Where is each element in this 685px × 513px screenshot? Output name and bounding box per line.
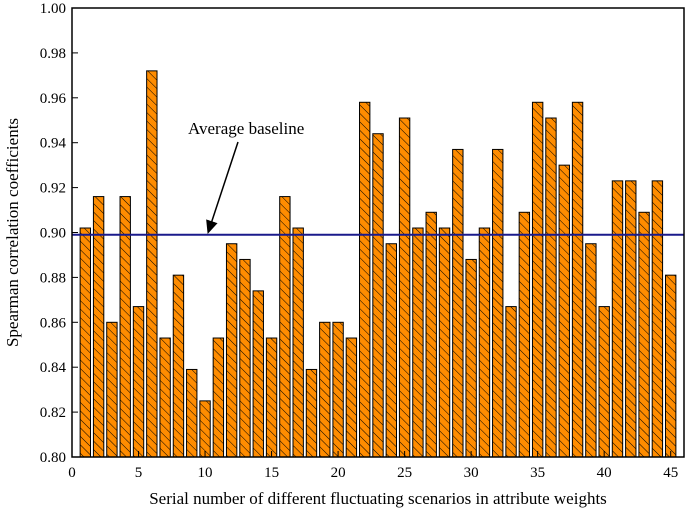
x-axis-title: Serial number of different fluctuating s… <box>149 489 607 508</box>
y-tick-label: 0.98 <box>40 46 66 62</box>
bar-scenario-40 <box>598 306 610 458</box>
bar-scenario-5 <box>132 306 145 458</box>
y-axis-title: Spearman correlation coefficients <box>3 118 22 347</box>
bar-scenario-24 <box>385 243 397 458</box>
bar-scenario-34 <box>518 211 531 458</box>
y-tick-label: 0.92 <box>40 181 66 197</box>
bar-scenario-35 <box>531 101 544 458</box>
bar-scenario-11 <box>212 337 225 458</box>
y-tick-label: 0.80 <box>40 450 66 466</box>
x-axis: 0 5 10 15 20 25 30 35 40 45 <box>68 451 678 481</box>
bar-scenario-10 <box>199 400 211 458</box>
bar-scenario-26 <box>412 227 424 458</box>
x-tick-label: 35 <box>530 465 545 481</box>
bar-scenario-19 <box>319 321 331 458</box>
bar-scenario-6 <box>146 70 158 458</box>
bar-scenario-3 <box>106 321 118 458</box>
bar-scenario-33 <box>505 306 517 458</box>
x-tick-label: 5 <box>135 465 143 481</box>
x-tick-label: 30 <box>464 465 479 481</box>
bar-scenario-15 <box>265 337 278 458</box>
bar-scenario-27 <box>425 211 437 458</box>
bar-scenario-25 <box>398 117 411 458</box>
y-tick-label: 0.82 <box>40 405 66 421</box>
bar-scenario-20 <box>332 321 344 458</box>
bar-scenario-41 <box>611 180 624 458</box>
bar-scenario-8 <box>172 274 185 458</box>
bar-scenario-45 <box>665 274 677 458</box>
bar-scenario-1 <box>79 227 92 458</box>
bar-scenario-31 <box>478 227 491 458</box>
x-tick-label: 0 <box>68 465 76 481</box>
bar-scenario-12 <box>225 243 238 458</box>
bar-scenario-39 <box>585 243 597 458</box>
bar-scenario-30 <box>465 258 477 458</box>
bar-scenario-37 <box>558 164 570 458</box>
x-tick-label: 10 <box>198 465 213 481</box>
y-tick-label: 0.94 <box>40 136 67 152</box>
bar-scenario-43 <box>638 211 650 458</box>
bar-scenario-9 <box>186 368 198 458</box>
x-tick-label: 20 <box>331 465 346 481</box>
bar-scenario-36 <box>545 117 557 458</box>
x-tick-label: 15 <box>264 465 279 481</box>
bar-scenario-14 <box>252 290 264 458</box>
bar-scenario-28 <box>438 227 451 458</box>
y-tick-label: 0.86 <box>40 315 67 331</box>
x-tick-label: 40 <box>597 465 612 481</box>
y-tick-label: 0.84 <box>40 360 67 376</box>
x-tick-label: 45 <box>663 465 678 481</box>
y-tick-label: 0.90 <box>40 226 66 242</box>
baseline-annotation-label: Average baseline <box>188 119 304 138</box>
y-tick-label: 0.96 <box>40 91 67 107</box>
bar-scenario-21 <box>345 337 358 458</box>
bar-scenario-23 <box>372 133 384 458</box>
bar-scenario-7 <box>159 337 171 458</box>
bar-scenario-32 <box>492 148 504 458</box>
x-tick-label: 25 <box>397 465 412 481</box>
bars-group <box>79 70 677 458</box>
bar-scenario-29 <box>452 148 464 458</box>
bar-scenario-38 <box>571 101 584 458</box>
bar-scenario-42 <box>625 180 637 458</box>
bar-scenario-18 <box>305 368 318 458</box>
bar-scenario-22 <box>359 101 371 458</box>
y-tick-label: 1.00 <box>40 1 66 17</box>
bar-scenario-44 <box>651 180 664 458</box>
bar-scenario-13 <box>239 258 251 458</box>
baseline-annotation-arrow <box>206 141 239 235</box>
y-axis: 0.80 0.82 0.84 0.86 0.88 0.90 0.92 0.94 0.96 0.98… <box>40 1 78 466</box>
y-tick-label: 0.88 <box>40 270 66 286</box>
bar-scenario-17 <box>292 227 304 458</box>
